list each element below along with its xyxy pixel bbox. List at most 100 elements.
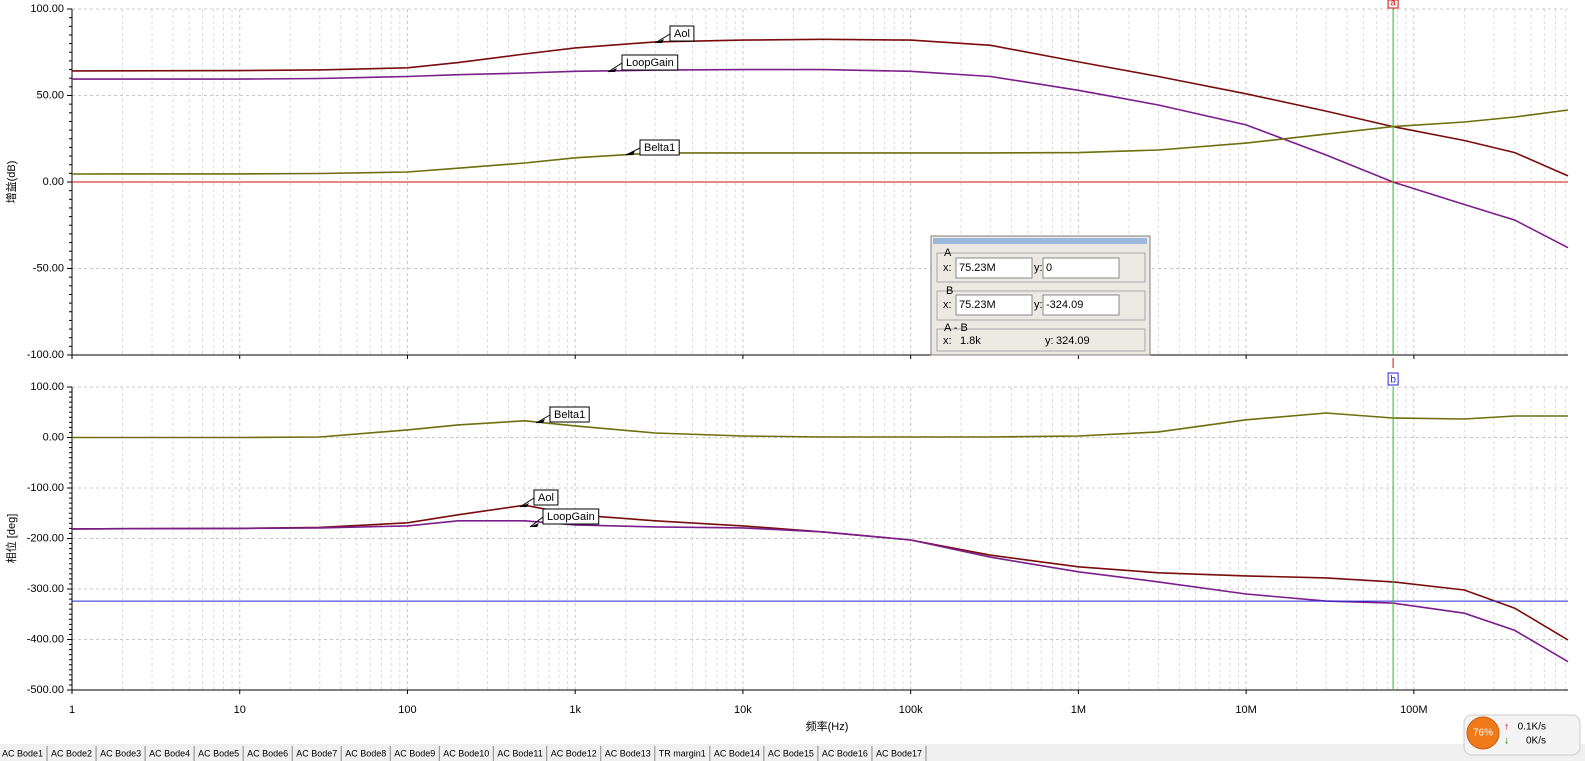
resource-monitor: 76% ↑ ↓ 0.1K/s 0K/s	[1463, 714, 1581, 756]
x-axis-title: 频率(Hz)	[806, 719, 849, 733]
legend-box	[549, 406, 590, 423]
series-line	[72, 68, 1569, 249]
tab[interactable]: AC Bode10	[443, 748, 489, 758]
field[interactable]	[1042, 257, 1120, 279]
tab[interactable]: AC Bode13	[605, 748, 651, 758]
y-tick-label: -400.00	[27, 633, 64, 645]
y-tick-label: 50.00	[36, 89, 64, 101]
legend-entry: Belta1	[554, 409, 585, 421]
tab[interactable]: AC Bode15	[768, 748, 814, 758]
legend-entry: Belta1	[644, 142, 675, 154]
y-axis-title: 相位 [deg]	[4, 514, 18, 564]
tab[interactable]: AC Bode1	[2, 748, 43, 758]
group-title: B	[946, 285, 953, 297]
callout-line	[519, 497, 535, 508]
field[interactable]	[955, 257, 1033, 279]
y-tick-label: 0.00	[43, 176, 64, 188]
series-line	[71, 38, 1569, 177]
x-tick-label: 100k	[899, 704, 923, 716]
tab-bar: AC Bode1 AC Bode2 AC Bode3 AC Bode4 AC Bode5…	[0, 744, 1585, 761]
field-value: -324.09	[1046, 299, 1083, 311]
legend-entry: Aol	[674, 28, 690, 40]
cursor-a-name: a	[1391, 0, 1396, 7]
y-tick-label: -500.00	[27, 684, 64, 696]
upload-rate: 0.1K/s	[1518, 722, 1546, 733]
y-tick-label: 100.00	[30, 3, 64, 15]
field-value: 0	[1046, 262, 1052, 274]
callout-arrow	[530, 523, 539, 527]
callout-arrow	[626, 151, 635, 155]
y-tick-label: 100.00	[30, 381, 64, 393]
legend-box	[542, 508, 600, 525]
x-tick-label: 1M	[1071, 704, 1086, 716]
cursor-box-titlebar	[933, 238, 1147, 244]
field-value: 1.8k	[960, 335, 981, 347]
tab[interactable]: AC Bode14	[714, 748, 760, 758]
legend-entry: LoopGain	[626, 57, 674, 69]
cpu-gauge	[1466, 716, 1500, 750]
tab[interactable]: AC Bode16	[822, 748, 868, 758]
y-tick-label: -100.00	[27, 349, 64, 361]
tab[interactable]: AC Bode5	[198, 748, 239, 758]
group-frame	[936, 252, 1146, 283]
legend-entry: LoopGain	[547, 511, 595, 523]
tab[interactable]: AC Bode8	[345, 748, 386, 758]
field[interactable]	[1042, 294, 1120, 316]
up-arrow: ↑	[1504, 722, 1509, 733]
tab[interactable]: AC Bode11	[497, 748, 542, 758]
x-tick-label: 100M	[1400, 704, 1428, 716]
tab[interactable]: AC Bode7	[296, 748, 337, 758]
callout-arrow	[655, 39, 664, 43]
x-tick-label: 10	[234, 704, 246, 716]
field-value: 75.23M	[959, 299, 996, 311]
tab[interactable]: AC Bode3	[100, 748, 141, 758]
cursor-a-flag	[1387, 0, 1399, 9]
legend-box	[533, 489, 559, 506]
x-tick-label: 100	[398, 704, 416, 716]
y-tick-label: 0.00	[43, 431, 64, 443]
tab[interactable]: AC Bode6	[247, 748, 288, 758]
tab[interactable]: AC Bode12	[551, 748, 597, 758]
legend-entry: Aol	[538, 492, 554, 504]
x-tick-label: 1	[69, 704, 75, 716]
series-line	[71, 520, 1569, 663]
tab[interactable]: AC Bode17	[876, 748, 922, 758]
legend-box	[621, 54, 679, 71]
field[interactable]	[955, 294, 1033, 316]
x-tick-label: 10M	[1235, 704, 1256, 716]
tab[interactable]: AC Bode2	[51, 748, 92, 758]
cpu-percent: 76%	[1473, 728, 1493, 739]
field-label: y:	[1034, 299, 1043, 311]
field-label: y:	[1034, 262, 1043, 274]
series-line	[71, 109, 1569, 175]
y-axis-title: 增益(dB)	[4, 161, 18, 204]
y-tick-label: -100.00	[27, 482, 64, 494]
cursor-b-name: b	[1390, 375, 1396, 386]
group-title: A - B	[944, 322, 968, 334]
series-line	[72, 412, 1568, 439]
field-value: 75.23M	[959, 262, 996, 274]
tab[interactable]: AC Bode9	[394, 748, 435, 758]
field-label: x:	[943, 299, 952, 311]
callout-line	[654, 33, 671, 44]
cursor-b-flag	[1387, 372, 1399, 386]
callout-arrow	[520, 503, 529, 507]
field-label: x:	[943, 262, 952, 274]
callout-arrow	[536, 419, 545, 423]
cursor-box: A x: 75.23M y: 0 B x: 75.23M y: -324.09 …	[930, 235, 1151, 356]
x-tick-label: 10k	[734, 704, 752, 716]
callout-line	[529, 516, 544, 528]
chart: 1 10 100 1k 10k 100k 1M 10M 100M -500.00 -400.00 -3…	[4, 381, 1569, 733]
field-label: x:	[943, 335, 952, 347]
legend-box	[639, 139, 680, 156]
group-frame	[936, 290, 1146, 321]
y-tick-label: -300.00	[27, 583, 64, 595]
tab[interactable]: TR margin1	[659, 748, 706, 758]
callout-line	[535, 414, 551, 424]
field-label: y:	[1045, 335, 1054, 347]
group-frame	[936, 328, 1146, 352]
tab[interactable]: AC Bode4	[149, 748, 190, 758]
field-value: 324.09	[1056, 335, 1090, 347]
legend-box	[669, 25, 695, 42]
